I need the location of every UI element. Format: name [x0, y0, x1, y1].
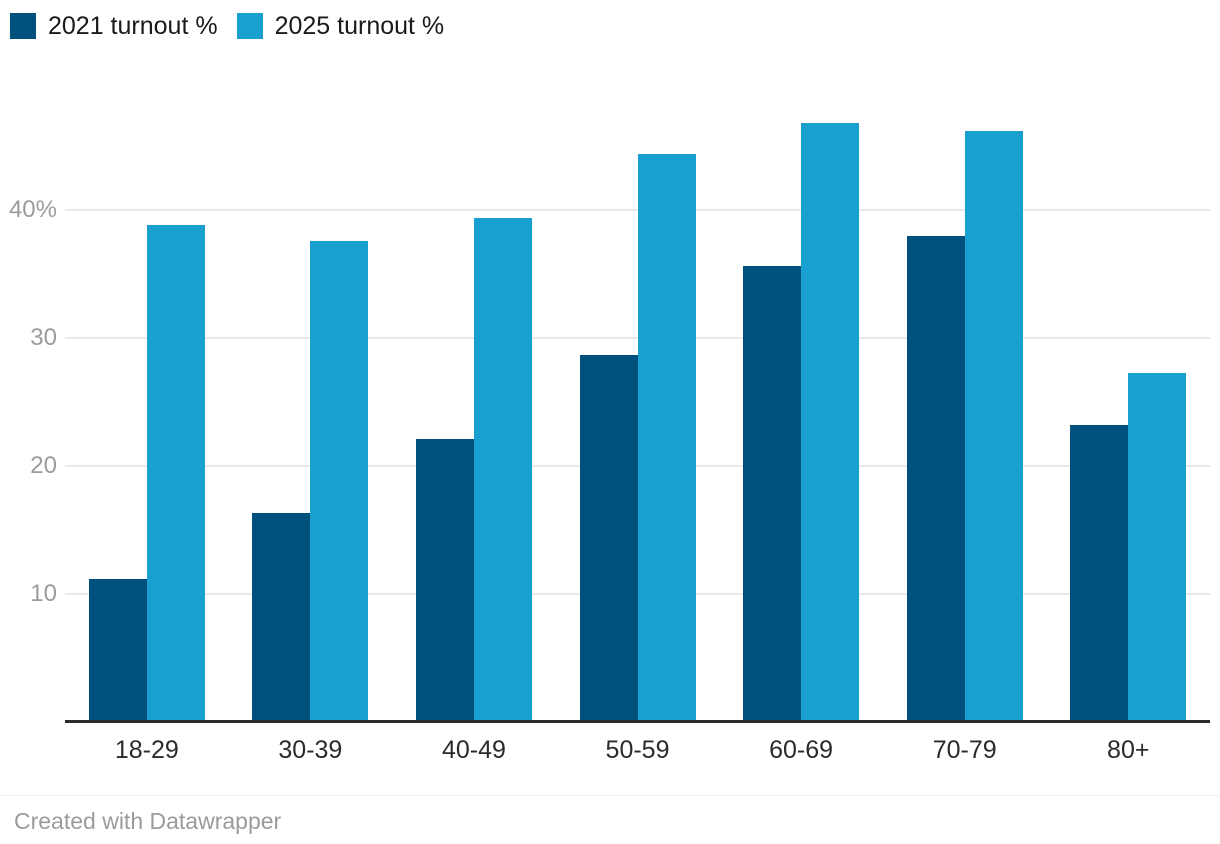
bar-2021-18-29	[88, 578, 147, 722]
legend-item-2021: 2021 turnout %	[10, 13, 218, 39]
x-axis-line	[65, 720, 1210, 723]
y-tick-label-20: 20	[30, 452, 57, 479]
bar-2025-18-29	[146, 225, 205, 722]
bar-2021-70-79	[906, 235, 965, 722]
bar-2021-30-39	[252, 513, 311, 722]
legend-label-2025: 2025 turnout %	[274, 12, 445, 40]
bar-2021-50-59	[579, 354, 638, 722]
bar-group-40-49	[392, 82, 556, 722]
legend-swatch-2025	[236, 13, 263, 39]
bar-group-30-39	[229, 82, 393, 722]
bar-group-50-59	[556, 82, 720, 722]
y-tick-label-30: 30	[30, 324, 57, 351]
x-label-30-39: 30-39	[278, 736, 343, 764]
bar-2025-40-49	[473, 217, 532, 722]
legend-label-2021: 2021 turnout %	[48, 12, 218, 40]
bar-group-80+	[1046, 82, 1210, 722]
bar-2025-70-79	[964, 130, 1023, 722]
legend: 2021 turnout % 2025 turnout %	[10, 13, 444, 39]
legend-swatch-2021	[10, 13, 36, 39]
x-label-18-29: 18-29	[114, 736, 179, 764]
bar-2021-60-69	[743, 266, 802, 722]
y-tick-label-10: 10	[30, 580, 57, 607]
bar-2025-30-39	[310, 240, 369, 722]
plot-area	[65, 82, 1210, 722]
bar-2021-80+	[1070, 425, 1129, 722]
x-axis-labels: 18-29 30-39 40-49 50-59 60-69 70-79 80+	[65, 734, 1210, 766]
bar-2021-40-49	[415, 439, 474, 722]
datawrapper-credit: Created with Datawrapper	[14, 808, 282, 834]
gridline-40	[65, 209, 1210, 211]
footer-divider	[0, 795, 1220, 796]
bars-layer	[65, 82, 1210, 722]
bar-group-18-29	[65, 82, 229, 722]
gridline-30	[65, 337, 1210, 339]
x-label-70-79: 70-79	[932, 736, 997, 764]
bar-group-70-79	[883, 82, 1047, 722]
legend-item-2025: 2025 turnout %	[236, 12, 445, 40]
x-label-40-49: 40-49	[441, 736, 506, 764]
y-tick-label-40: 40%	[8, 196, 57, 223]
bar-2025-60-69	[801, 122, 860, 722]
x-label-80+: 80+	[1107, 736, 1150, 764]
x-label-60-69: 60-69	[769, 736, 834, 764]
bar-2025-50-59	[637, 153, 696, 722]
bar-group-60-69	[719, 82, 883, 722]
bar-2025-80+	[1128, 372, 1187, 722]
x-label-50-59: 50-59	[605, 736, 670, 764]
